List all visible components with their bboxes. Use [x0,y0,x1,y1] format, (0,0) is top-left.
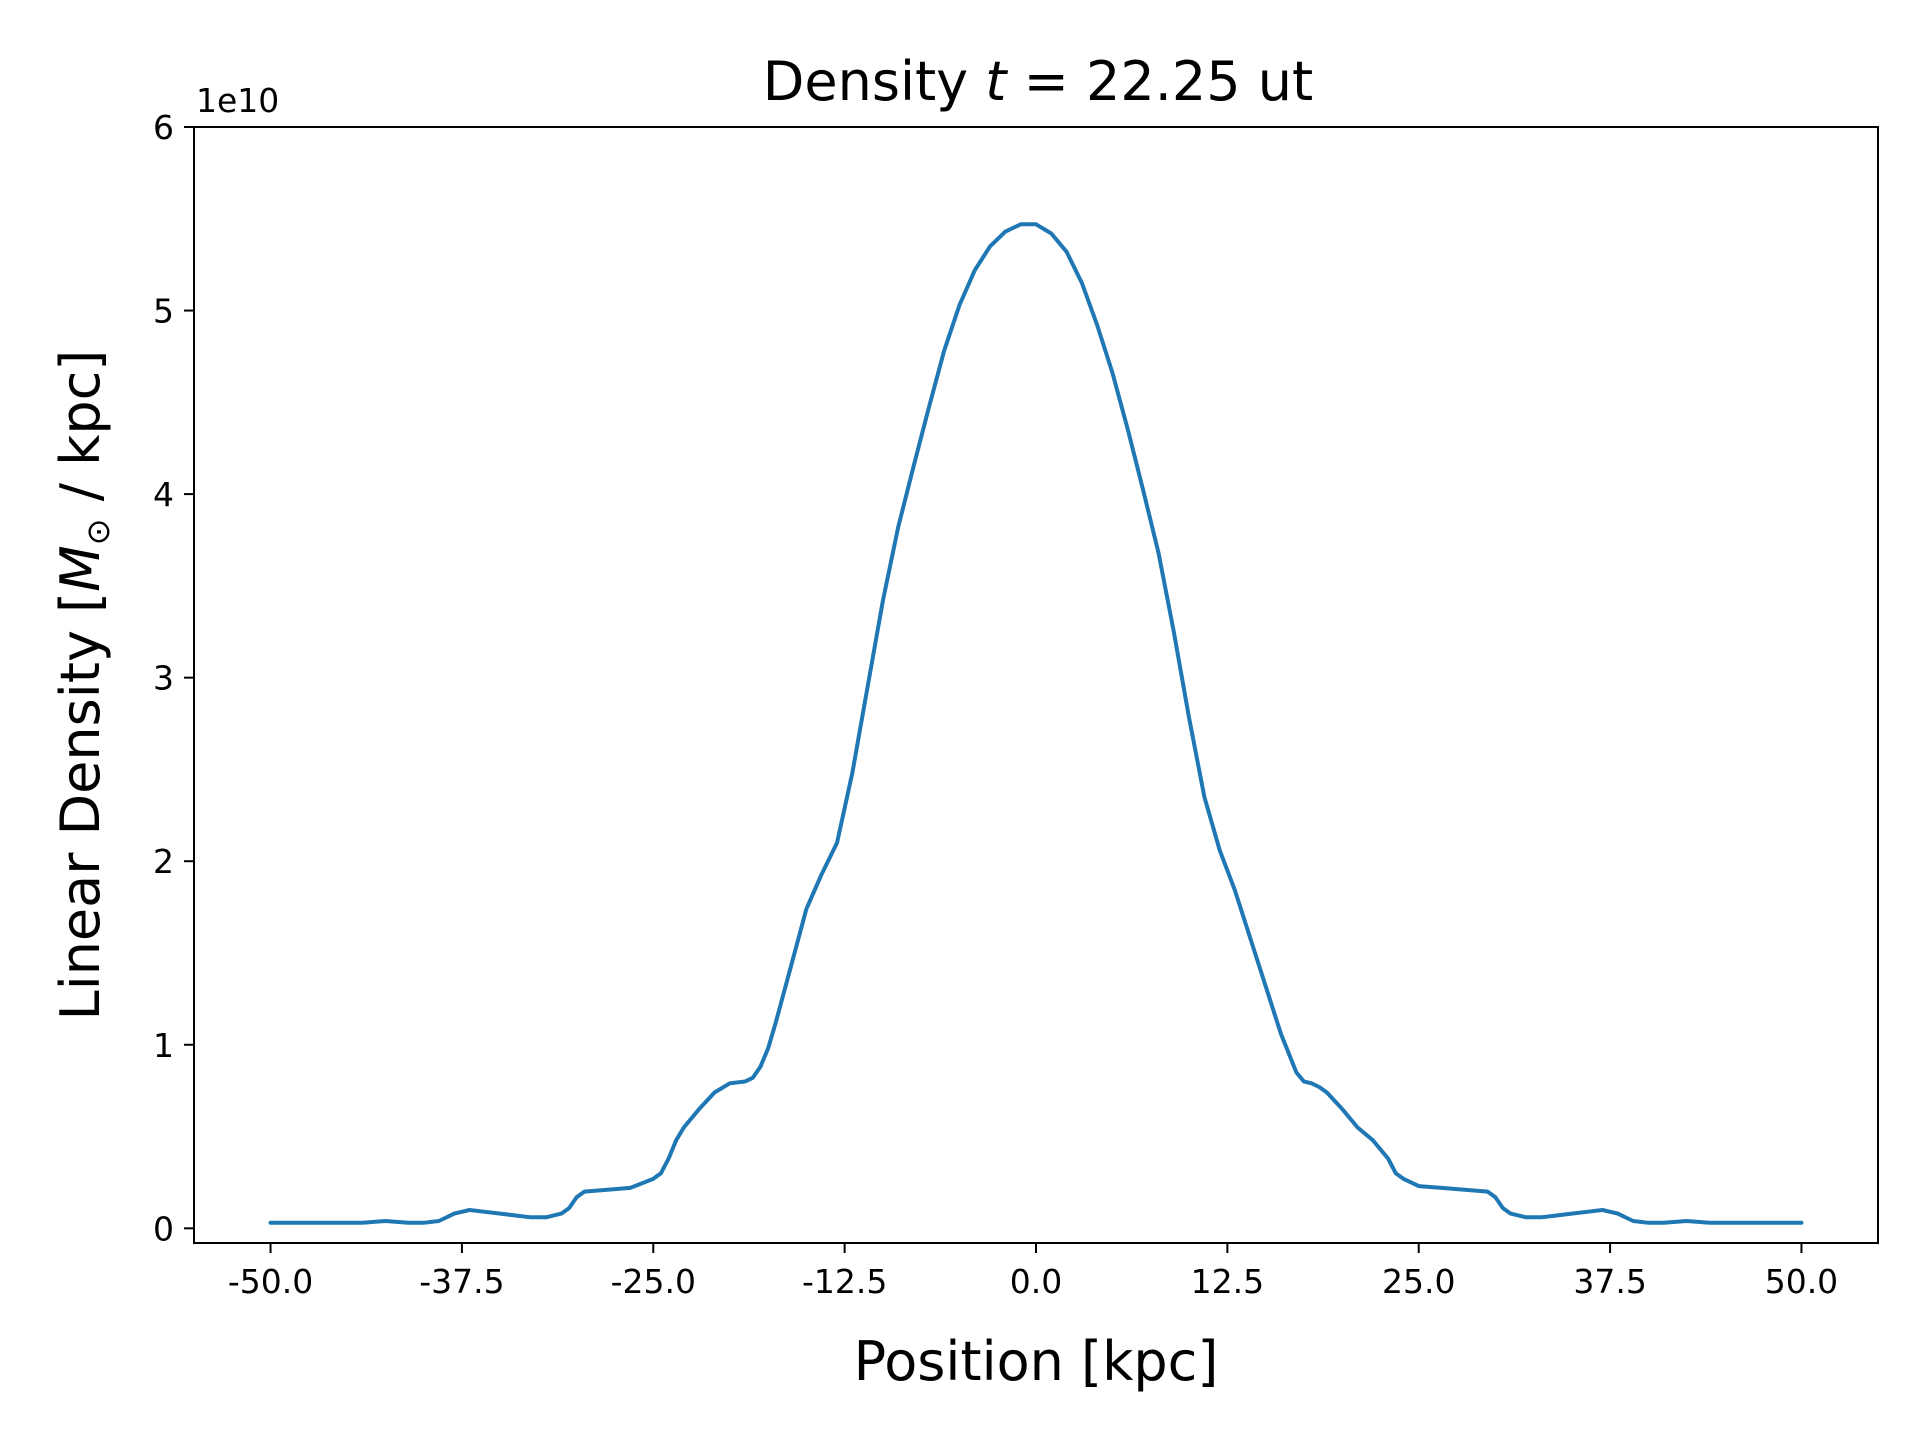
axes-frame [193,126,1879,1244]
y-axis-ticks: 0 1 2 3 4 5 6 [153,108,194,1248]
x-tick-label: -25.0 [611,1262,696,1301]
chart-title: Density t = 22.25 ut [763,50,1313,113]
x-tick-label: -50.0 [228,1262,313,1301]
x-tick-label: -37.5 [419,1262,504,1301]
density-line [268,222,1804,1225]
y-tick-label: 6 [153,108,174,147]
y-tick-label: 0 [153,1209,174,1248]
x-tick-label: 37.5 [1573,1262,1646,1301]
y-tick-label: 2 [153,842,174,881]
x-tick-label: 25.0 [1382,1262,1455,1301]
x-tick-label: 12.5 [1191,1262,1264,1301]
y-tick-label: 1 [153,1026,174,1065]
y-tick-label: 5 [153,292,174,331]
x-tick-label: -12.5 [802,1262,887,1301]
y-offset-label: 1e10 [196,81,279,120]
x-axis-ticks: -50.0 -37.5 -25.0 -12.5 0.0 12.5 25.0 37.5 50.0 [228,1243,1838,1301]
x-tick-label: 0.0 [1010,1262,1062,1301]
y-tick-label: 4 [153,475,174,514]
x-axis-label: Position [kpc] [854,1330,1219,1393]
plot-area [268,222,1804,1225]
y-tick-label: 3 [153,659,174,698]
y-axis-label: Linear Density [M⊙ / kpc] [49,350,117,1021]
x-tick-label: 50.0 [1765,1262,1838,1301]
